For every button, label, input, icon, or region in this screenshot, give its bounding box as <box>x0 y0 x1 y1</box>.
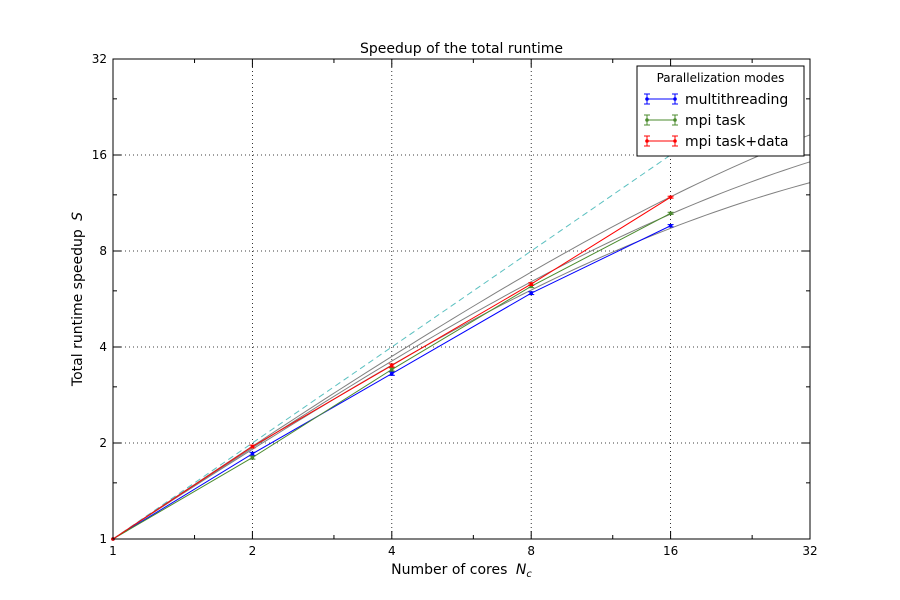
legend-item: mpi task+data <box>644 134 789 150</box>
y-tick-label: 1 <box>99 532 107 546</box>
x-axis-label-symbol: N <box>516 562 527 578</box>
legend-swatch-marker <box>673 118 677 122</box>
legend-item: mpi task <box>644 113 746 129</box>
legend-item: multithreading <box>644 92 788 108</box>
x-tick-label: 32 <box>802 544 817 558</box>
x-tick-label: 8 <box>527 544 535 558</box>
data-series <box>111 195 674 541</box>
legend-swatch-marker <box>673 97 677 101</box>
series-line <box>112 212 671 540</box>
x-axis-label: Number of cores Nc <box>391 562 532 580</box>
fit-curve <box>112 182 811 540</box>
legend-swatch-marker <box>645 139 649 143</box>
legend-title: Parallelization modes <box>657 71 785 85</box>
legend-label: mpi task <box>685 113 746 129</box>
data-point <box>668 195 673 199</box>
x-tick-label: 1 <box>109 544 117 558</box>
data-point <box>529 291 533 295</box>
data-point <box>390 363 394 368</box>
chart-title: Speedup of the total runtime <box>360 41 563 57</box>
legend-swatch-marker <box>645 97 649 101</box>
y-axis-label-symbol: S <box>70 212 86 221</box>
data-point <box>250 444 255 449</box>
x-tick-label: 4 <box>388 544 396 558</box>
y-tick-label: 4 <box>99 340 107 354</box>
y-tick-label: 32 <box>92 52 107 66</box>
legend-label: multithreading <box>685 92 788 108</box>
data-point <box>250 451 255 456</box>
plot-frame <box>112 58 811 540</box>
fit-curve <box>112 161 811 540</box>
data-point <box>668 223 673 228</box>
legend-swatch-marker <box>673 139 677 143</box>
legend-swatch-marker <box>645 118 649 122</box>
y-axis-label-text: Total runtime speedup <box>70 229 86 387</box>
data-point <box>390 367 394 372</box>
x-tick-label: 16 <box>663 544 678 558</box>
legend-label: mpi task+data <box>685 134 789 150</box>
legend-items: multithreading mpi task mpi task+data <box>644 92 789 150</box>
x-axis-label-text: Number of cores <box>391 562 507 578</box>
axis-ticks: 1 2 4 8 16 32 1 2 4 8 16 32 <box>92 52 818 558</box>
y-tick-label: 8 <box>99 244 107 258</box>
legend: Parallelization modes multithreading mpi … <box>636 65 805 157</box>
y-axis-label: Total runtime speedup S <box>70 212 86 387</box>
data-point <box>390 371 394 376</box>
x-tick-label: 2 <box>249 544 257 558</box>
x-axis-label-subscript: c <box>526 569 532 580</box>
y-tick-label: 16 <box>92 148 107 162</box>
data-point <box>250 455 255 460</box>
data-point <box>668 211 673 216</box>
series-line <box>112 225 671 540</box>
y-tick-label: 2 <box>99 436 107 450</box>
data-point <box>529 282 533 286</box>
ideal-speedup-line <box>112 154 671 540</box>
